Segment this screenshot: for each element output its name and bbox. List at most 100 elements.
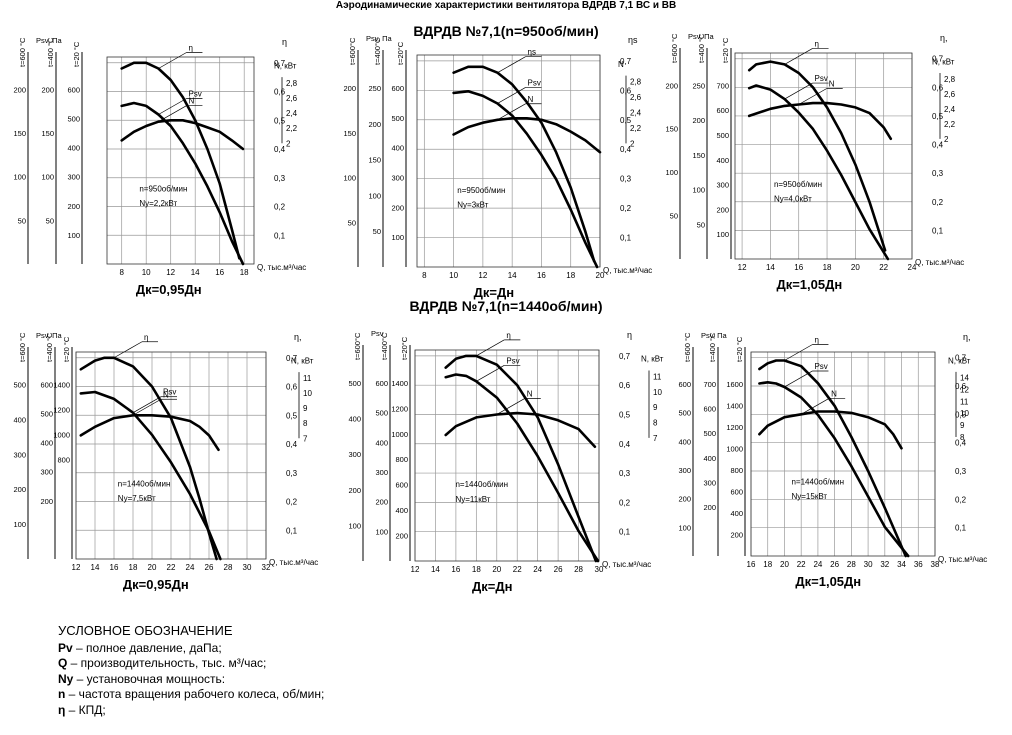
x-tick-label: 10 [449,271,458,280]
plot-frame [75,351,267,560]
left-axis-tick-label: 1000 [726,445,743,454]
x-tick-label: 24 [186,563,195,572]
curve-power [747,101,893,141]
left-axis-tick-label: 700 [716,81,729,90]
eta-axis-title: ηs [628,35,638,45]
x-tick-label: 34 [897,560,906,569]
curve-leader-line [784,344,813,361]
left-axis-tick-label: 600 [678,380,691,389]
left-axis-tick-label: 500 [67,115,80,124]
pressure-axis-title: Psv, Па [366,34,393,43]
power-tick-label: 2,6 [630,93,642,102]
left-axis-tick-label: 1600 [726,380,743,389]
left-axis-title: t=600 °C [18,37,27,67]
left-axis-tick-label: 100 [665,168,678,177]
power-tick-label: 2,2 [944,120,956,129]
eta-tick-label: 0,1 [286,526,298,535]
x-tick-label: 16 [110,563,119,572]
left-axis-tick-label: 1000 [391,430,408,439]
left-axis-tick-label: 600 [730,488,743,497]
left-axis-tick-label: 200 [703,503,716,512]
left-axis-tick-label: 1400 [391,379,408,388]
left-axis-tick-label: 600 [40,380,53,389]
eta-tick-label: 0,2 [932,198,944,207]
eta-tick-label: 0,1 [619,528,631,537]
eta-tick-label: 0,7 [274,59,286,68]
power-tick-label: 11 [303,374,312,383]
left-axis-tick-label: 200 [716,205,729,214]
left-axis-tick-label: 50 [373,227,381,236]
curve-label: η [188,44,192,53]
curve-pressure [444,373,600,563]
left-axis-tick-label: 300 [348,450,361,459]
curve-label: N [831,389,837,398]
x-tick-label: 28 [574,565,583,574]
eta-tick-label: 0,3 [620,175,632,184]
left-axis-tick-label: 100 [41,173,54,182]
legend-text: – установочная мощность: [73,671,226,686]
left-axis-title: t=20°C [396,41,405,65]
power-tick-label: 2,8 [630,78,642,87]
speed-annotation: n=950об/мин [774,180,822,189]
left-axis-tick-label: 400 [375,438,388,447]
left-axis-tick-label: 200 [41,85,54,94]
curve-leader-line [132,398,162,416]
x-tick-label: 20 [596,271,605,280]
curve-leader-line [801,398,830,415]
eta-tick-label: 0,4 [286,440,298,449]
x-tick-label: 24 [813,560,822,569]
power-tick-label: 8 [303,419,308,428]
curve-leader-line [158,52,187,69]
x-tick-label: 18 [472,565,481,574]
eta-tick-label: 0,5 [286,411,298,420]
legend-item-ny: Ny – установочная мощность: [58,672,324,688]
left-axis-tick-label: 200 [67,202,80,211]
eta-axis-title: η [282,37,287,47]
curve-label: η [144,333,148,342]
power-axis-title: N, кВт [274,62,297,71]
curve-label: Psv [814,362,827,371]
eta-tick-label: 0,7 [955,354,967,363]
x-tick-label: 28 [847,560,856,569]
left-axis-tick-label: 1200 [726,423,743,432]
x-tick-label: 16 [451,565,460,574]
legend: УСЛОВНОЕ ОБОЗНАЧЕНИЕ Pv – полное давлени… [58,623,324,718]
power-axis-title: N, кВт [932,57,955,66]
left-axis-tick-label: 700 [703,380,716,389]
left-axis-tick-label: 300 [391,174,404,183]
plot-frame [106,56,255,265]
curve-label: Psv [506,356,519,365]
plot-frame [734,52,913,260]
eta-tick-label: 0,5 [932,112,944,121]
left-axis-tick-label: 250 [692,81,705,90]
left-axis-tick-label: 600 [716,106,729,115]
left-axis-tick-label: 1400 [726,402,743,411]
power-tick-label: 8 [653,419,658,428]
x-tick-label: 26 [830,560,839,569]
group-title-950: ВДРДВ №7,1(n=950об/мин) [413,23,599,39]
power-tick-label: 10 [303,389,312,398]
eta-axis-title: η, [963,332,971,342]
eta-tick-label: 0,4 [620,145,632,154]
power-tick-label: 11 [653,372,662,381]
power-tick-label: 9 [303,404,308,413]
x-tick-label: 20 [851,263,860,272]
left-axis-tick-label: 50 [670,212,678,221]
x-axis-label: Q, тыс.м³/час [915,258,964,267]
x-tick-label: 8 [119,268,124,277]
left-axis-tick-label: 500 [40,410,53,419]
eta-axis-title: η [627,330,632,340]
legend-item-eta: η – КПД; [58,703,324,719]
chart-caption: Дк=1,05Дн [795,574,861,589]
left-axis-tick-label: 500 [703,429,716,438]
left-axis-tick-label: 300 [703,478,716,487]
eta-tick-label: 0,4 [932,141,944,150]
left-axis-title: t=400°C [373,37,382,65]
curve-label: η [814,336,818,345]
left-axis-title: t=20 °C [721,37,730,63]
curve-leader-line [784,48,813,65]
left-axis-tick-label: 600 [395,481,408,490]
power-tick-label: 2,6 [944,90,956,99]
left-axis-tick-label: 400 [40,439,53,448]
eta-tick-label: 0,2 [620,204,632,213]
